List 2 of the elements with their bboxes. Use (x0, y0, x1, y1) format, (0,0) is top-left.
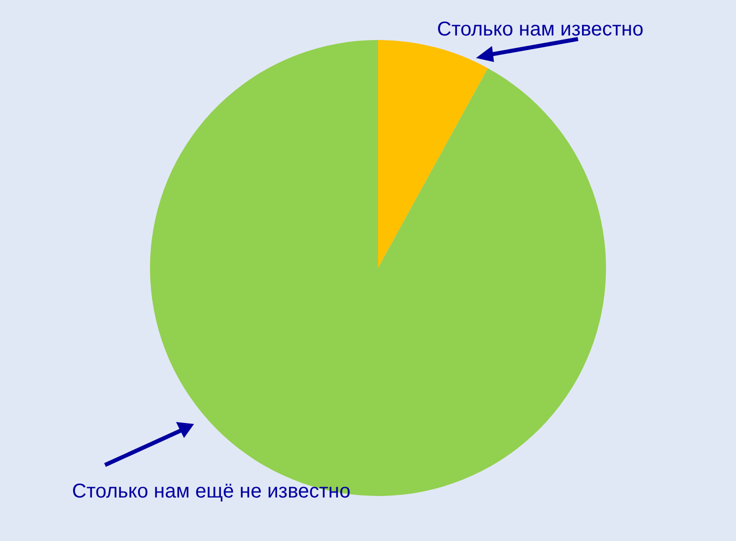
slice-label: Столько нам ещё не известно (72, 480, 350, 503)
slice-label: Столько нам известно (437, 18, 644, 41)
